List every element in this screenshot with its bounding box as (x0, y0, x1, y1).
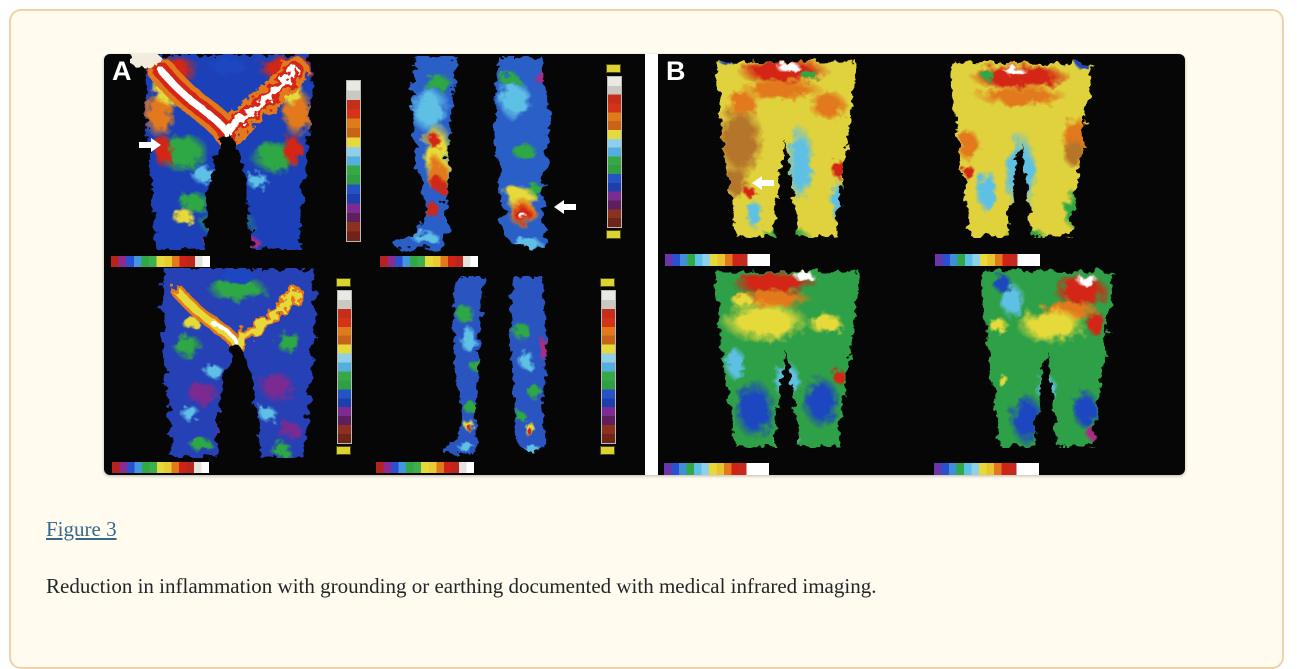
temperature-scale-vertical-1 (346, 80, 361, 242)
temperature-scale-horizontal (664, 463, 769, 475)
scale-cap (606, 64, 621, 73)
figure-3-thumbnail[interactable]: A (104, 54, 1185, 475)
temperature-scale-horizontal (665, 254, 770, 266)
scale-cap (600, 446, 615, 455)
thermal-image-posterior-legs-after-2 (981, 271, 1115, 447)
thermal-image-lower-legs-after (443, 276, 547, 454)
panel-b-label: B (666, 56, 686, 86)
arrow-right-icon (139, 138, 161, 152)
thermal-image-thighs-before (130, 54, 311, 250)
temperature-scale-horizontal (111, 256, 210, 267)
arrow-left-icon (752, 176, 774, 190)
scale-cap (606, 230, 621, 239)
thermal-image-posterior-legs-before-1 (716, 61, 858, 237)
figure-caption: Reduction in inflammation with grounding… (46, 574, 877, 598)
panel-b: B (658, 54, 1185, 475)
panel-a-label: A (112, 56, 132, 86)
temperature-scale-vertical-2 (607, 76, 622, 228)
temperature-scale-horizontal (376, 462, 474, 473)
scale-cap (336, 446, 351, 455)
figure-card: A (9, 9, 1284, 669)
arrow-left-icon (554, 200, 576, 214)
thermal-image-posterior-legs-after-1 (715, 271, 861, 447)
thermal-image-thighs-after (161, 268, 315, 458)
temperature-scale-vertical-3 (337, 290, 352, 444)
temperature-scale-horizontal (380, 256, 478, 267)
thermal-image-posterior-legs-before-2 (951, 63, 1093, 237)
scale-cap (336, 278, 351, 287)
scale-cap (600, 278, 615, 287)
thermal-image-lower-legs-before (397, 56, 549, 250)
temperature-scale-horizontal (934, 463, 1039, 475)
figure-link[interactable]: Figure 3 (46, 517, 117, 541)
panel-a: A (104, 54, 645, 475)
temperature-scale-horizontal (935, 254, 1040, 266)
temperature-scale-horizontal (112, 462, 209, 473)
temperature-scale-vertical-4 (601, 290, 616, 444)
